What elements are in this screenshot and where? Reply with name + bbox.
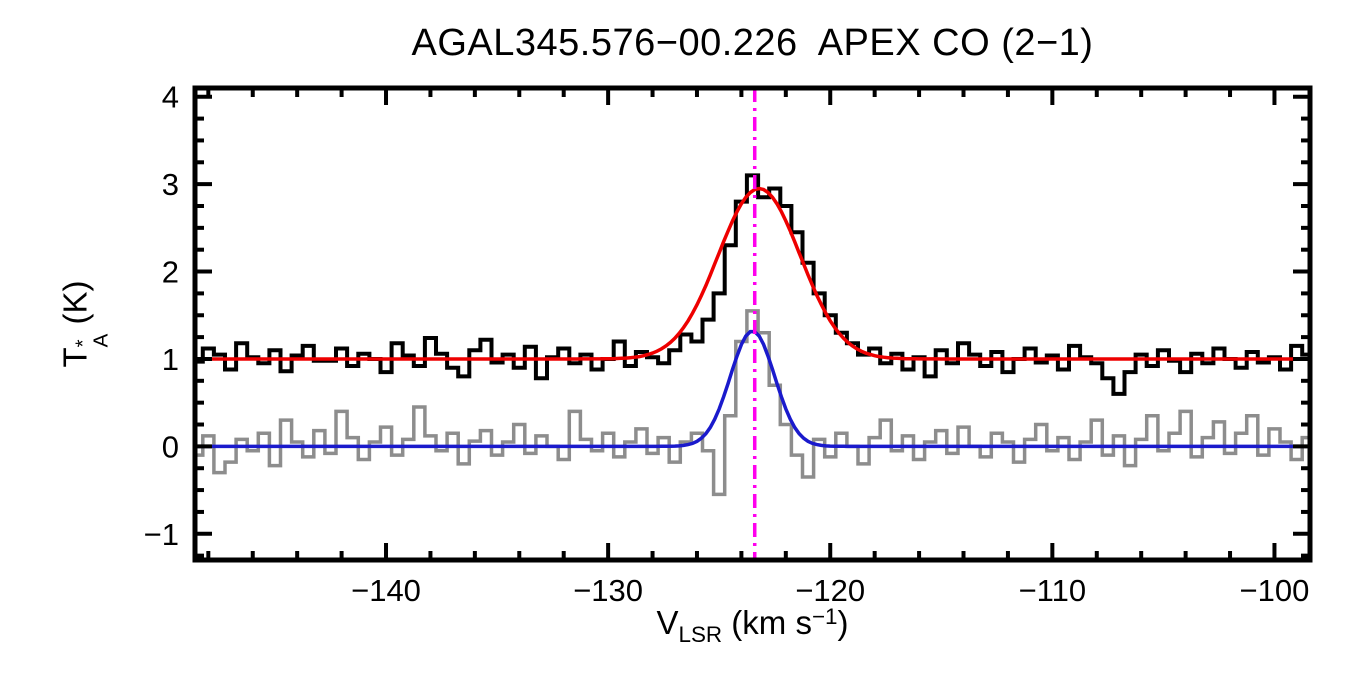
x-tick-label: −130 <box>573 573 643 608</box>
x-tick-label: −110 <box>1019 573 1087 608</box>
x-axis-label-base: V <box>656 604 679 642</box>
x-axis-label-sup: −1 <box>811 604 838 629</box>
y-tick-label: 3 <box>162 167 179 202</box>
x-tick-label: −100 <box>1240 573 1310 608</box>
x-tick-label: −140 <box>351 573 421 608</box>
observed-spectrum-path <box>195 173 1310 396</box>
axis-frame <box>192 85 1313 563</box>
y-tick-label: 1 <box>162 342 179 377</box>
y-tick-label: 0 <box>162 429 179 464</box>
y-tick-label: 4 <box>162 80 179 115</box>
x-axis-label: VLSR (km s−1) <box>195 604 1310 648</box>
y-tick-label: 2 <box>162 255 179 290</box>
x-axis-label-end: ) <box>837 604 849 642</box>
x-tick-label: −120 <box>795 573 865 608</box>
x-axis-label-sub: LSR <box>678 621 723 647</box>
y-tick-label: −1 <box>144 517 179 552</box>
residual-spectrum-path <box>195 309 1310 497</box>
chart-title: AGAL345.576−00.226 APEX CO (2−1) <box>411 22 1094 64</box>
gaussian-fit-secondary-path <box>195 329 1310 449</box>
gaussian-fit-primary-path <box>195 186 1310 361</box>
x-axis-label-mid: (km s <box>722 604 812 642</box>
